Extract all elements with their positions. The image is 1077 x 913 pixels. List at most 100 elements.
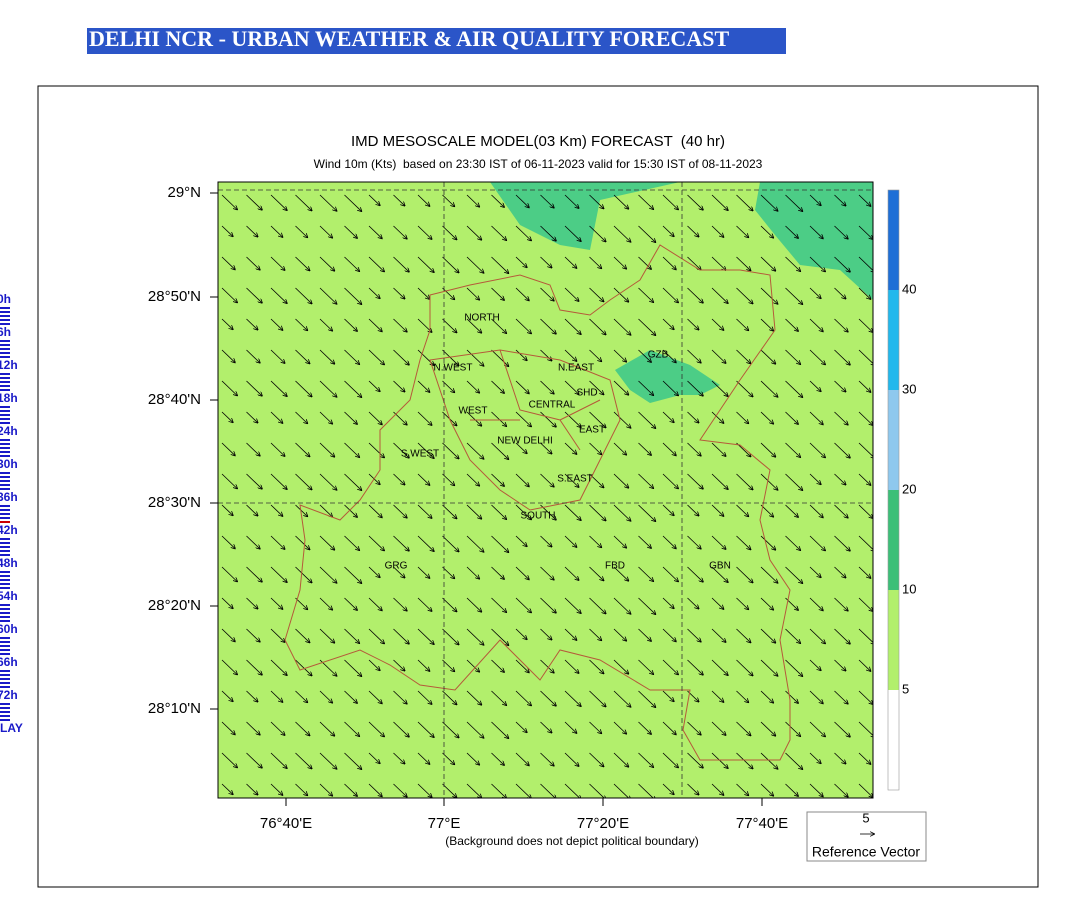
nav-link[interactable]: LAY <box>0 721 23 735</box>
wind-arrow <box>417 690 432 704</box>
wind-arrow <box>809 721 825 736</box>
wind-arrow <box>809 411 823 424</box>
wind-arrow <box>270 659 287 675</box>
wind-arrow <box>466 287 479 300</box>
wind-arrow <box>442 473 455 485</box>
wind-arrow <box>368 411 382 424</box>
wind-arrow <box>760 287 778 304</box>
nav-link[interactable]: 6h <box>0 325 11 339</box>
wind-arrow <box>589 690 606 707</box>
wind-arrow <box>344 349 360 364</box>
wind-arrow <box>834 411 848 425</box>
wind-arrow <box>368 783 382 796</box>
nav-link[interactable]: 48h <box>0 556 18 570</box>
colorbar-label: 10 <box>902 581 916 596</box>
wind-arrow <box>785 504 799 517</box>
wind-arrow <box>589 535 602 547</box>
wind-arrow <box>711 752 728 768</box>
nav-link[interactable]: 72h <box>0 688 18 702</box>
nav-link[interactable]: 42h <box>0 523 18 537</box>
lon-label: 77°20'E <box>577 815 629 832</box>
wind-arrow <box>344 318 358 331</box>
wind-arrow <box>393 690 407 704</box>
wind-arrow <box>221 721 235 734</box>
nav-link[interactable]: 24h <box>0 424 18 438</box>
wind-arrow <box>613 411 631 428</box>
wind-arrow <box>515 566 529 579</box>
wind-arrow <box>687 752 703 768</box>
wind-arrow <box>344 566 362 583</box>
wind-arrow <box>393 256 409 272</box>
wind-arrow <box>858 628 873 644</box>
wind-arrow <box>589 597 606 614</box>
wind-arrow <box>295 380 312 397</box>
nav-link[interactable]: 54h <box>0 589 18 603</box>
wind-arrow <box>662 225 674 236</box>
wind-arrow <box>834 783 848 797</box>
wind-arrow <box>760 194 778 211</box>
wind-arrow <box>417 411 432 425</box>
wind-arrow <box>246 287 262 303</box>
wind-arrow <box>491 411 507 426</box>
wind-arrow <box>540 411 556 427</box>
wind-arrow <box>491 318 507 333</box>
wind-arrow <box>834 256 850 272</box>
wind-arrow <box>785 783 799 796</box>
map-bg <box>218 182 873 798</box>
wind-arrow <box>540 690 556 706</box>
wind-arrow <box>319 566 337 583</box>
wind-arrow <box>417 504 432 518</box>
wind-arrow <box>246 442 260 456</box>
wind-arrow <box>564 535 577 547</box>
wind-arrow <box>221 349 235 362</box>
wind-arrow <box>393 628 409 644</box>
wind-arrow <box>344 380 362 397</box>
wind-arrow <box>589 225 606 242</box>
wind-arrow <box>662 628 676 641</box>
wind-arrow <box>662 690 674 701</box>
region-label: NEW DELHI <box>497 436 553 447</box>
nav-link[interactable]: 12h <box>0 358 18 372</box>
nav-link[interactable]: 30h <box>0 457 18 471</box>
wind-arrow <box>785 473 803 490</box>
wind-arrow <box>319 721 334 736</box>
nav-link[interactable]: 18h <box>0 391 18 405</box>
wind-arrow <box>613 628 626 641</box>
wind-arrow <box>466 225 481 240</box>
wind-arrow <box>834 380 846 392</box>
plot-border <box>217 181 874 799</box>
wind-arrow <box>711 659 728 675</box>
wind-arrow <box>760 256 775 271</box>
wind-arrow <box>393 597 407 611</box>
wind-arrow <box>270 628 285 642</box>
wind-arrow <box>515 194 529 207</box>
nav-link[interactable]: 0h <box>0 292 11 306</box>
colorbar <box>887 189 900 791</box>
wind-arrow <box>809 597 823 610</box>
wind-arrow <box>246 721 260 735</box>
wind-arrow <box>809 690 823 703</box>
wind-arrow <box>319 442 334 457</box>
wind-arrow <box>540 318 556 334</box>
wind-arrow <box>613 566 628 581</box>
wind-arrow <box>760 411 773 424</box>
wind-arrow <box>736 225 749 237</box>
colorbar-label: 5 <box>902 681 909 696</box>
wind-arrow <box>246 752 262 768</box>
nav-link[interactable]: 66h <box>0 655 18 669</box>
wind-arrow <box>687 287 703 303</box>
wind-arrow <box>785 535 801 550</box>
wind-arrow <box>515 721 527 732</box>
wind-arrow <box>638 659 654 674</box>
wind-arrow <box>736 566 753 583</box>
wind-arrow <box>760 690 773 703</box>
wind-arrow <box>785 659 803 676</box>
wind-arrow <box>319 504 332 517</box>
nav-link[interactable]: 60h <box>0 622 18 636</box>
wind-arrow <box>246 690 258 702</box>
wind-arrow <box>221 473 237 488</box>
wind-arrow <box>393 225 407 239</box>
wind-arrow <box>662 752 678 767</box>
nav-link[interactable]: 36h <box>0 490 18 504</box>
